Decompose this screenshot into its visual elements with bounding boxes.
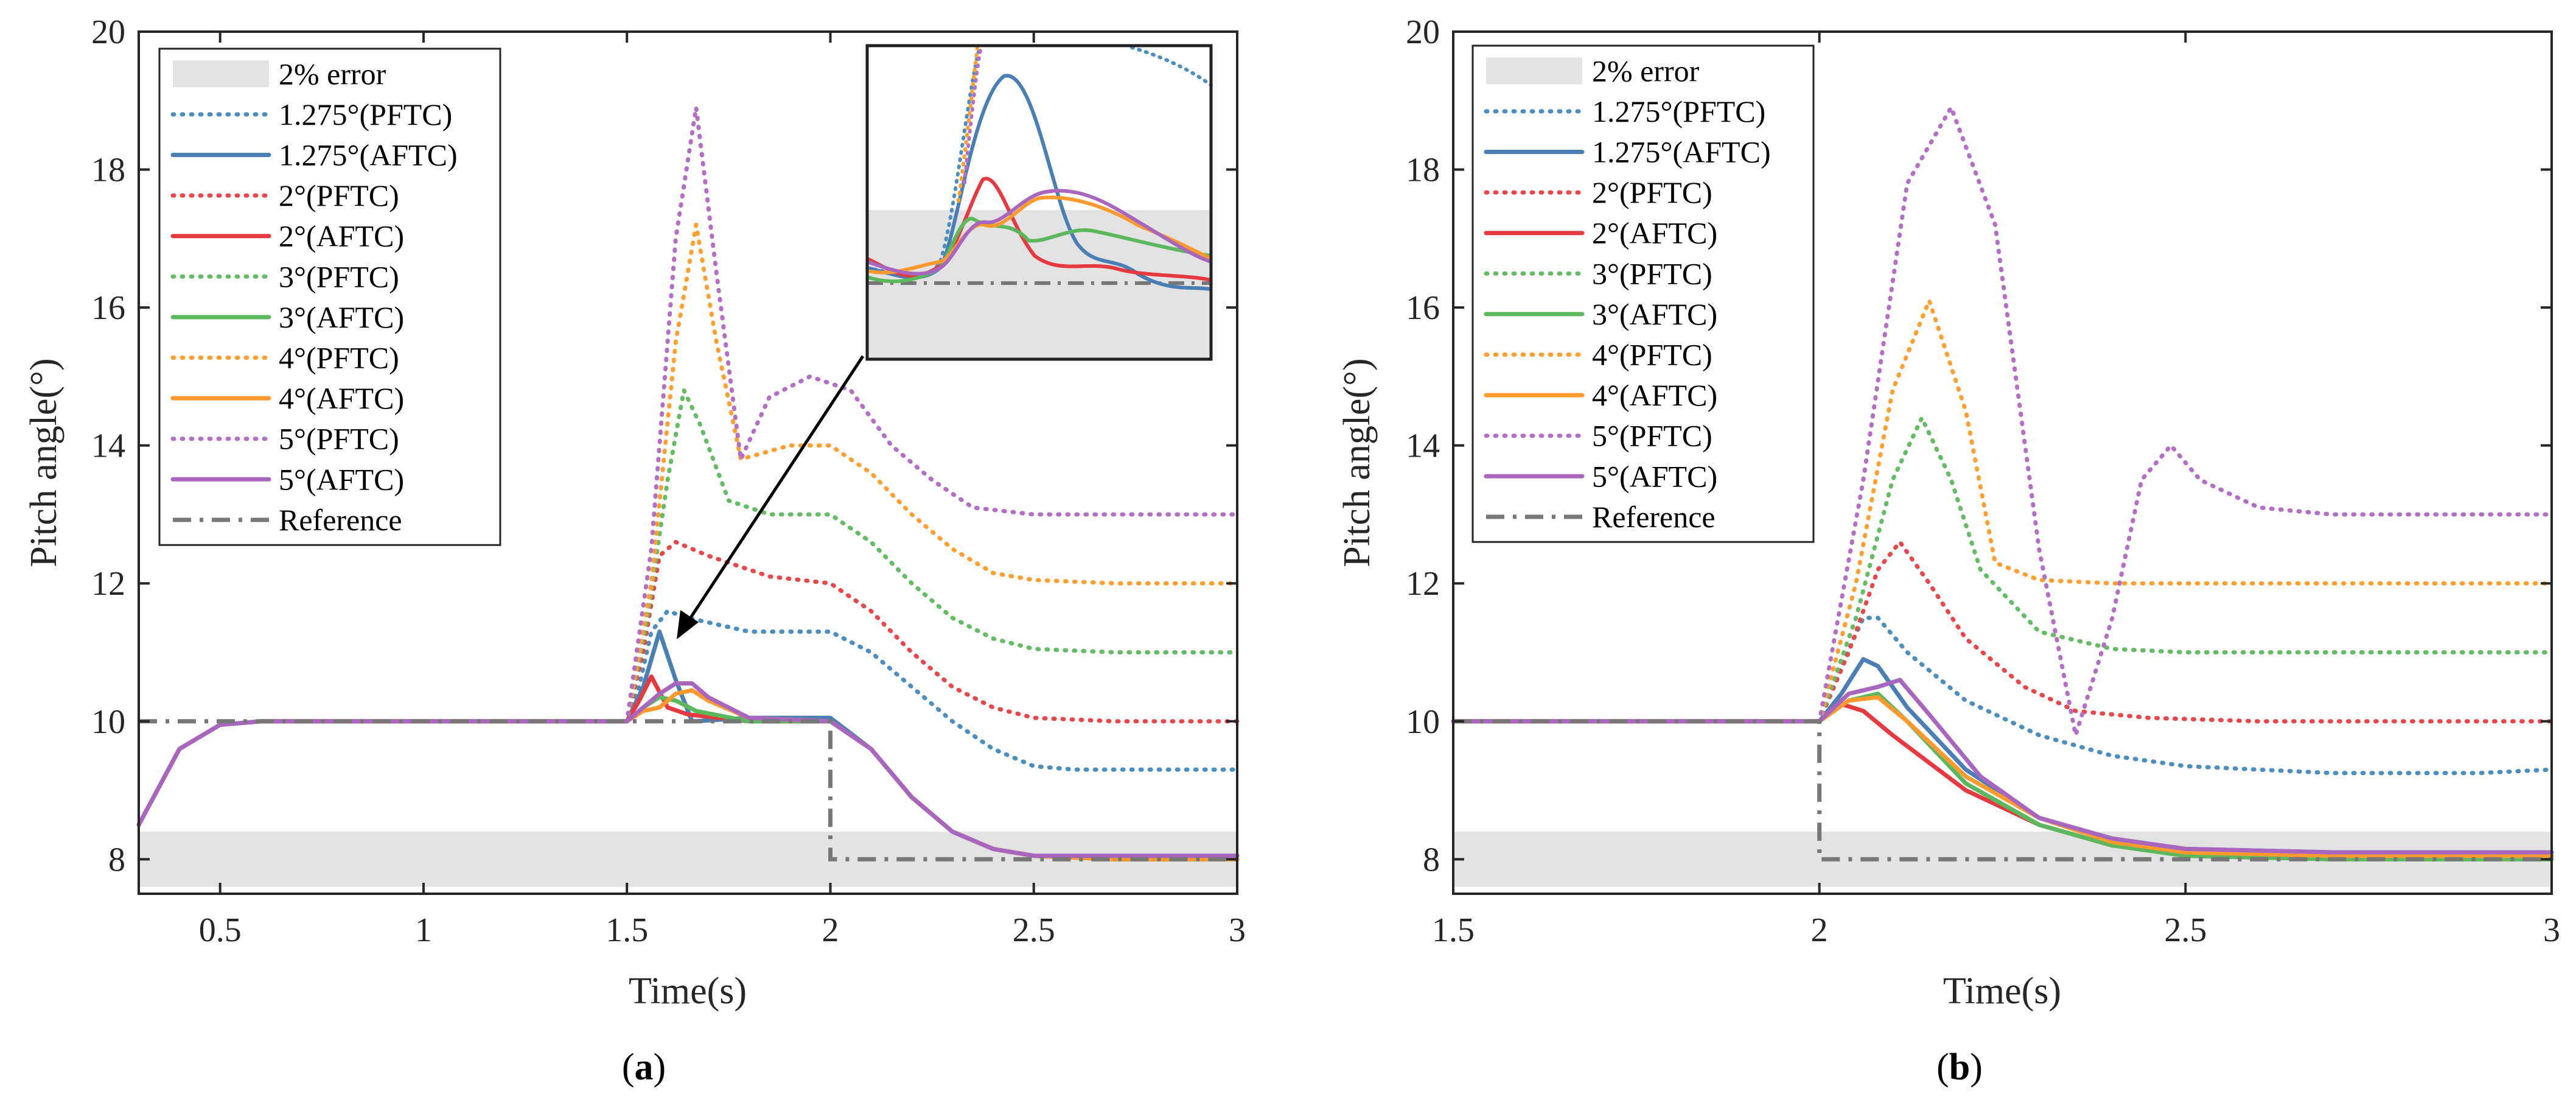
panel-a-ytick-label: 8 xyxy=(108,841,125,879)
panel-b-legend-label: 3°(PFTC) xyxy=(1592,256,1712,290)
panel-a-ytick-label: 18 xyxy=(91,152,125,189)
panel-b-axes-frame xyxy=(1452,30,2553,895)
panel-b-reference-line xyxy=(1453,719,2552,861)
inset-curve-purple-solid xyxy=(867,189,1212,276)
panel-a-xtick-label: 0.5 xyxy=(199,911,242,949)
panel-a-zoom-arrow xyxy=(677,355,865,639)
panel-b-caption: (b) xyxy=(1936,1047,1983,1088)
panel-b-ytick-label: 18 xyxy=(1406,152,1440,189)
panel-b-ytick-label: 10 xyxy=(1406,703,1440,741)
panel-b-xtick-label: 3 xyxy=(2543,911,2560,949)
panel-b-series-2 xyxy=(1451,539,2554,724)
panel-b-x-axis-label: Time(s) xyxy=(1943,970,2061,1012)
panel-a-legend-label: 2% error xyxy=(279,57,386,91)
panel-a-axes-frame xyxy=(138,30,1238,895)
panel-b-legend-label: 4°(PFTC) xyxy=(1592,338,1712,372)
panel-b-legend-label: 1.275°(PFTC) xyxy=(1592,94,1765,128)
panel-a-y-axis-label: Pitch angle(°) xyxy=(23,358,65,567)
panel-b-xtick-label: 1.5 xyxy=(1432,911,1475,949)
panel-b-y-axis-label: Pitch angle(°) xyxy=(1336,358,1378,567)
inset-curve-orange-dotted xyxy=(957,46,979,203)
panel-b-legend-swatch xyxy=(1486,57,1582,85)
panel-a-xtick-label: 1 xyxy=(415,911,432,949)
panel-a-series-9 xyxy=(136,681,1240,858)
panel-b-legend-label: 2% error xyxy=(1592,54,1700,88)
panel-a: 0.5 1 1.5 2 2.5 3 8 10 12 14 16 18 20 Time(s) Pitch… xyxy=(23,13,1246,1088)
panel-b-legend-label: 2°(PFTC) xyxy=(1592,175,1712,209)
panel-b-legend-label: 3°(AFTC) xyxy=(1592,297,1717,331)
panel-b-legend-label: 5°(PFTC) xyxy=(1592,419,1712,453)
panel-a-legend-label: 5°(AFTC) xyxy=(279,462,404,496)
panel-a-ytick-label: 16 xyxy=(91,289,125,327)
panel-a-ytick-label: 14 xyxy=(91,427,125,465)
panel-b-legend-label: 5°(AFTC) xyxy=(1592,459,1717,493)
panel-a-legend-label: 1.275°(PFTC) xyxy=(279,97,452,132)
panel-b-ytick-label: 8 xyxy=(1423,841,1440,879)
panel-a-legend-label: 5°(PFTC) xyxy=(279,422,399,456)
panel-b-ytick-label: 14 xyxy=(1406,427,1440,465)
panel-a-y-ticks: 8 10 12 14 16 18 20 xyxy=(91,13,1237,879)
panel-a-x-axis-label: Time(s) xyxy=(629,970,747,1012)
panel-a-legend-label: 3°(PFTC) xyxy=(279,259,399,293)
panel-b-legend-label: Reference xyxy=(1592,500,1716,534)
panel-a-legend-label: 4°(PFTC) xyxy=(279,341,399,375)
panel-a-ytick-label: 20 xyxy=(91,13,125,51)
panel-a-xtick-label: 2.5 xyxy=(1013,911,1055,949)
panel-a-legend-box xyxy=(158,47,501,546)
panel-b-ytick-label: 12 xyxy=(1406,565,1440,603)
panel-b: 1.5 2 2.5 3 8 10 12 14 16 18 20 Time(s) Pitch ang… xyxy=(1336,13,2560,1088)
panel-b-legend: 2% error 1.275°(PFTC) 1.275°(AFTC) 2°(PFTC)… xyxy=(1471,44,1815,543)
panel-b-series-0 xyxy=(1451,616,2554,776)
panel-a-xtick-label: 1.5 xyxy=(606,911,648,949)
panel-b-x-ticks: 1.5 2 2.5 3 xyxy=(1432,32,2560,949)
panel-b-ytick-label: 20 xyxy=(1406,13,1440,51)
panel-a-x-ticks: 0.5 1 1.5 2 2.5 3 xyxy=(199,32,1246,949)
panel-b-xtick-label: 2 xyxy=(1811,911,1828,949)
panel-b-legend-label: 2°(AFTC) xyxy=(1592,216,1717,250)
panel-b-xtick-label: 2.5 xyxy=(2164,911,2207,949)
panel-b-y-ticks: 8 10 12 14 16 18 20 xyxy=(1406,13,2552,879)
panel-a-series-group xyxy=(136,105,1240,861)
panel-a-caption: (a) xyxy=(622,1047,666,1088)
panel-b-legend-label: 4°(AFTC) xyxy=(1592,378,1717,412)
panel-a-ytick-label: 10 xyxy=(91,703,125,741)
panel-a-xtick-label: 3 xyxy=(1229,911,1246,949)
inset-curve-purple-dotted xyxy=(963,46,983,184)
panel-b-legend-label: 1.275°(AFTC) xyxy=(1592,135,1771,169)
panel-a-legend-label: 2°(PFTC) xyxy=(279,178,399,212)
panel-a-xtick-label: 2 xyxy=(822,911,839,949)
panel-b-series-8 xyxy=(1451,105,2554,737)
panel-a-ytick-label: 12 xyxy=(91,565,125,603)
inset-border xyxy=(865,44,1213,361)
panel-b-legend-box xyxy=(1471,44,1815,543)
panel-a-legend-label: 4°(AFTC) xyxy=(279,381,404,415)
panel-a-legend-label: 2°(AFTC) xyxy=(279,219,404,253)
panel-a-legend-label: 1.275°(AFTC) xyxy=(279,138,458,172)
panel-a-legend: 2% error 1.275°(PFTC) 1.275°(AFTC) 2°(PFTC)… xyxy=(158,47,501,546)
panel-a-zoom-inset xyxy=(865,44,1213,361)
panel-a-legend-label: Reference xyxy=(279,503,402,537)
panel-b-ytick-label: 16 xyxy=(1406,289,1440,327)
panel-a-legend-swatch xyxy=(173,60,269,88)
panel-a-legend-label: 3°(AFTC) xyxy=(279,300,404,334)
